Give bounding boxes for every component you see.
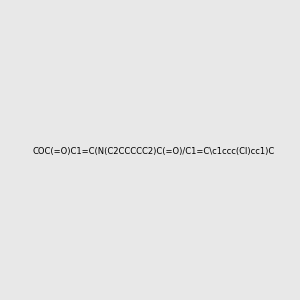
Text: COC(=O)C1=C(N(C2CCCCC2)C(=O)/C1=C\c1ccc(Cl)cc1)C: COC(=O)C1=C(N(C2CCCCC2)C(=O)/C1=C\c1ccc(…: [33, 147, 275, 156]
